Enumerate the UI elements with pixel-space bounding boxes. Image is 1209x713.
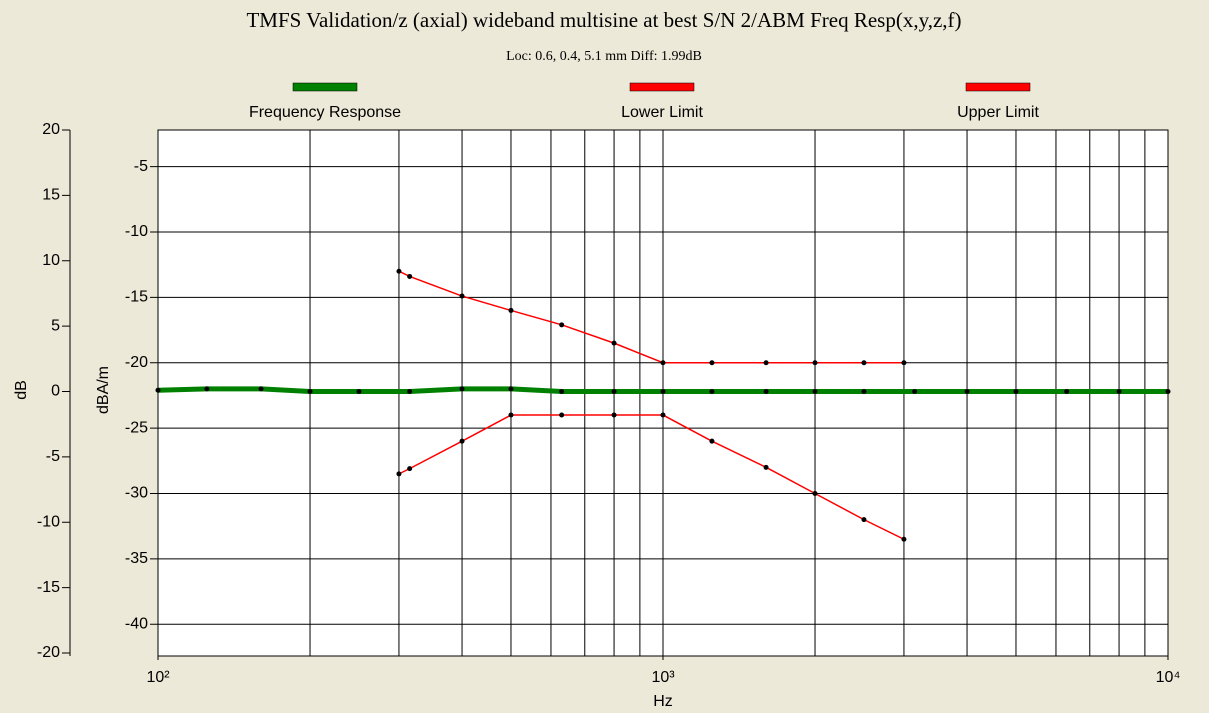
y2-tick-label: -40 [125,615,148,632]
data-point [559,322,565,328]
data-point [812,490,818,496]
chart-subtitle: Loc: 0.6, 0.4, 5.1 mm Diff: 1.99dB [506,49,702,64]
y-tick-label: -15 [37,579,60,596]
chart-title: TMFS Validation/z (axial) wideband multi… [246,8,961,32]
data-point [861,389,867,394]
legend-swatch [965,82,1031,92]
data-point [508,412,514,418]
data-point [307,389,313,394]
data-point [396,471,402,477]
data-point [812,389,818,394]
data-point [611,340,617,346]
data-point [861,517,867,523]
y2-tick-label: -35 [125,550,148,567]
data-point [1013,389,1019,394]
data-point [1064,389,1070,394]
data-point [559,412,565,418]
y-tick-label: 0 [51,383,60,400]
y-tick-label: -5 [46,448,60,465]
data-point [709,438,715,444]
y-tick-label: 20 [42,121,60,138]
data-point [396,268,402,274]
y-axis-label: dB [13,380,30,400]
data-point [709,389,715,394]
data-point [611,412,617,418]
data-point [709,360,715,366]
data-point [861,360,867,366]
data-point [459,438,465,444]
y2-axis-label: dBA/m [95,366,112,414]
series-line [398,270,904,364]
data-point [901,360,907,366]
data-point [407,389,413,394]
y2-tick-label: -30 [125,485,148,502]
x-axis-label: Hz [653,693,673,710]
data-point [660,389,666,394]
legend-swatch [629,82,695,92]
data-point [660,412,666,418]
legend-label: Frequency Response [249,104,401,121]
y2-tick-label: -25 [125,419,148,436]
data-point [356,389,362,394]
data-point [508,386,514,392]
x-tick-label: 10² [146,669,170,686]
y-tick-label: 5 [51,317,60,334]
y-tick-label: -20 [37,644,60,661]
data-point [964,389,970,394]
x-tick-label: 10⁴ [1156,669,1181,686]
series-line [398,414,905,540]
y-tick-label: 10 [42,252,60,269]
legend-label: Lower Limit [621,104,703,121]
data-point [660,360,666,366]
y-tick-label: 15 [42,187,60,204]
legend-swatch [292,82,358,92]
data-point [763,360,769,366]
data-point [559,389,565,394]
data-point [155,387,161,393]
y2-tick-label: -15 [125,289,148,306]
data-point [901,536,907,542]
y2-tick-label: -5 [134,158,148,175]
y2-tick-label: -20 [125,354,148,371]
data-point [1116,389,1122,394]
data-point [407,273,413,279]
data-point [258,386,264,392]
data-point [459,386,465,392]
y2-tick-label: -10 [125,223,148,240]
y-tick-label: -10 [37,513,60,530]
data-point [407,466,413,472]
legend-label: Upper Limit [957,104,1039,121]
data-point [611,389,617,394]
data-point [812,360,818,366]
data-point [763,464,769,470]
data-point [459,293,465,299]
data-point [763,389,769,394]
data-point [508,307,514,313]
data-point [1165,389,1171,394]
data-point [912,389,918,394]
x-tick-label: 10³ [651,669,675,686]
data-point [204,386,210,392]
